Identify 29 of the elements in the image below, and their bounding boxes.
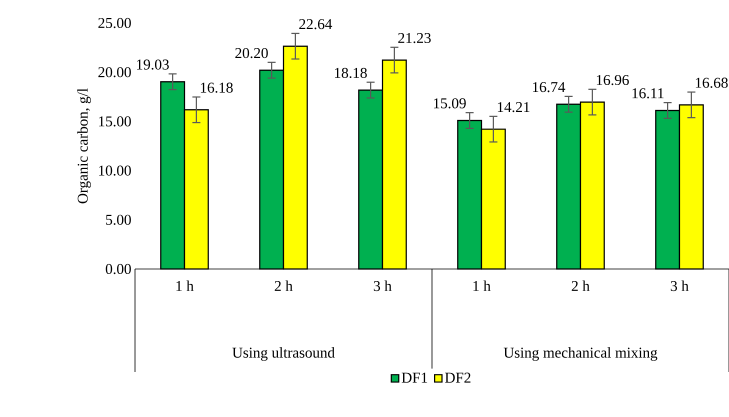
data-label: 16.96 bbox=[596, 74, 629, 86]
data-label: 16.68 bbox=[696, 78, 728, 88]
data-label: 20.20 bbox=[235, 48, 268, 58]
x-tick-label: 3 h bbox=[374, 280, 392, 292]
text: Using ultrasound bbox=[232, 347, 335, 361]
legend-label: DF1 bbox=[402, 372, 428, 383]
data-label: 18.18 bbox=[334, 68, 367, 78]
y-tick-label: 25.00 bbox=[98, 18, 131, 28]
x-tick-label: 1 h bbox=[176, 280, 194, 291]
y-axis-title: Organic carbon, g/l bbox=[77, 88, 91, 204]
x-tick-label: 2 h bbox=[572, 280, 590, 291]
data-label: 16.18 bbox=[200, 82, 233, 93]
data-label: 22.64 bbox=[299, 19, 332, 30]
x-tick-label: 2 h bbox=[274, 280, 293, 291]
data-label: 14.21 bbox=[498, 102, 530, 112]
data-label: 15.09 bbox=[434, 98, 466, 108]
y-tick-label: 15.00 bbox=[99, 116, 131, 126]
y-tick-label: 20.00 bbox=[98, 67, 131, 78]
data-label: 21.23 bbox=[398, 32, 431, 44]
y-tick-label: 0.00 bbox=[106, 264, 131, 274]
data-label: 16.11 bbox=[632, 88, 664, 98]
y-tick-label: 10.00 bbox=[99, 166, 131, 176]
x-tick-label: 3 h bbox=[670, 280, 689, 292]
data-label: 19.03 bbox=[136, 59, 169, 70]
data-label: 16.74 bbox=[532, 82, 566, 92]
y-tick-label: 5.00 bbox=[106, 214, 131, 225]
legend-label: DF2 bbox=[445, 372, 470, 383]
x-tick-label: 1 h bbox=[473, 280, 491, 291]
text: Using mechanical mixing bbox=[504, 347, 658, 361]
